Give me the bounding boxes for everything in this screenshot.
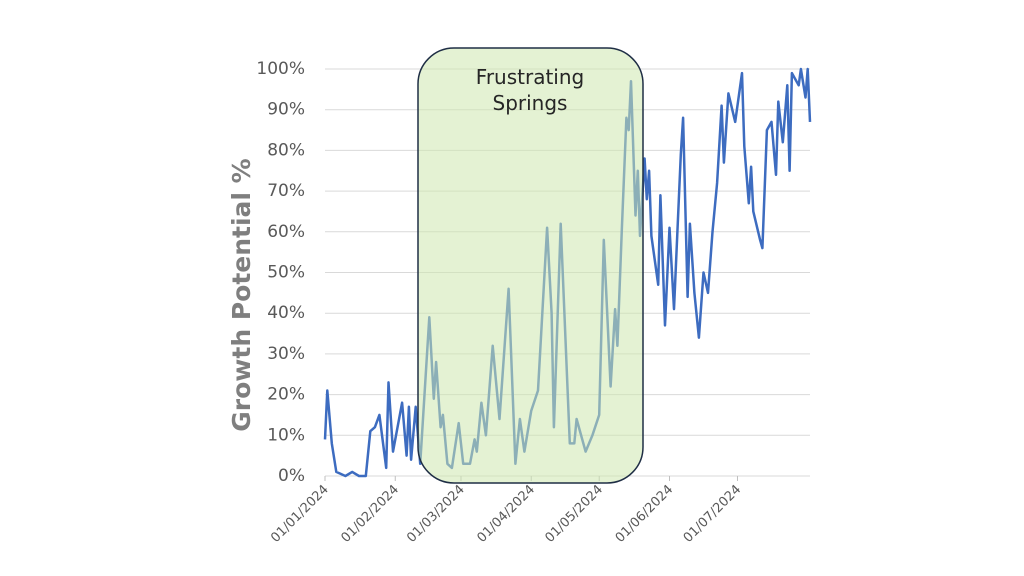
- x-tick-label: 01/07/2024: [681, 482, 745, 546]
- y-tick-label: 10%: [267, 425, 305, 445]
- y-tick-label: 90%: [267, 100, 305, 120]
- y-tick-label: 60%: [267, 222, 305, 242]
- y-tick-label: 70%: [267, 181, 305, 201]
- y-tick-label: 50%: [267, 263, 305, 283]
- x-tick-label: 01/04/2024: [474, 482, 538, 546]
- y-tick-label: 80%: [267, 140, 305, 160]
- y-tick-label: 40%: [267, 303, 305, 323]
- highlight-box: [417, 47, 644, 484]
- y-tick-label: 20%: [267, 385, 305, 405]
- x-tick-label: 01/02/2024: [338, 482, 402, 546]
- y-tick-label: 30%: [267, 344, 305, 364]
- x-tick-label: 01/01/2024: [268, 482, 332, 546]
- y-tick-label: 0%: [278, 466, 305, 486]
- x-tick-label: 01/05/2024: [542, 482, 606, 546]
- x-tick-label: 01/06/2024: [613, 482, 677, 546]
- y-tick-label: 100%: [256, 59, 305, 79]
- x-tick-label: 01/03/2024: [404, 482, 468, 546]
- y-axis-label: Growth Potential %: [227, 158, 256, 432]
- annotation: Frustrating Springs: [475, 65, 585, 115]
